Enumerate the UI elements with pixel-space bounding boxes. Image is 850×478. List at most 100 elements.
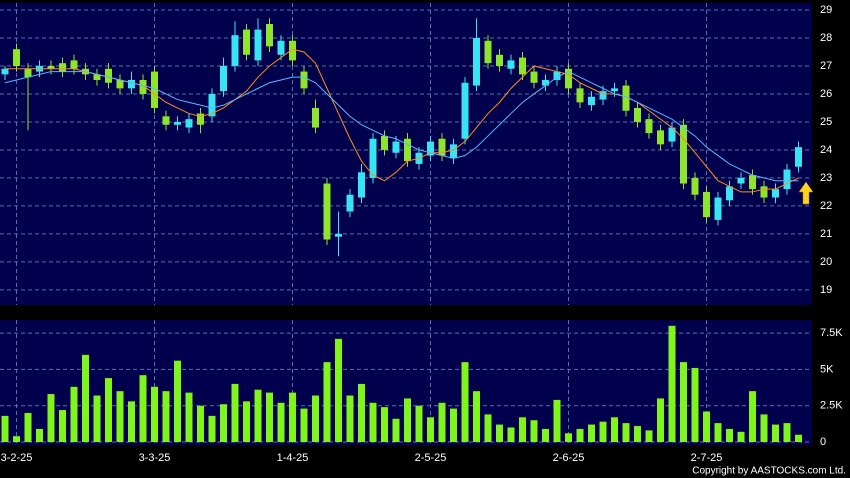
- candle-body: [369, 138, 377, 178]
- volume-bar: [611, 417, 618, 442]
- volume-bar: [116, 391, 124, 442]
- candle-body: [714, 197, 722, 220]
- candle-body: [737, 177, 745, 184]
- volume-bar: [576, 428, 584, 442]
- signal-arrow: [798, 181, 814, 205]
- candle-body: [507, 60, 515, 69]
- x-tick-label: 1-4-25: [277, 452, 309, 464]
- volume-bar: [59, 410, 66, 442]
- volume-bar: [542, 428, 549, 442]
- volume-bar: [231, 383, 239, 442]
- volume-bar: [139, 375, 147, 442]
- y-tick-label: 21: [820, 228, 832, 240]
- candle-body: [93, 74, 101, 80]
- candle-body: [749, 175, 756, 190]
- volume-bar: [519, 417, 526, 442]
- candle-body: [404, 138, 411, 162]
- candle-body: [59, 63, 66, 72]
- y-tick-label: 28: [820, 32, 832, 44]
- volume-bar: [208, 415, 216, 442]
- candle-body: [634, 107, 641, 122]
- candle-body: [197, 113, 204, 125]
- y-tick-label: 26: [820, 88, 832, 100]
- volume-bar: [1, 415, 9, 442]
- candle-body: [622, 85, 630, 111]
- candle-body: [691, 177, 699, 195]
- moving-average-line: [4, 71, 799, 182]
- volume-bar: [47, 394, 55, 442]
- y-tick-label: 23: [820, 172, 832, 184]
- candle-body: [151, 71, 158, 108]
- volume-bar: [645, 430, 653, 442]
- candle-body: [576, 88, 584, 103]
- volume-bar: [105, 378, 112, 442]
- volume-bar: [737, 431, 745, 442]
- candle-body: [496, 54, 503, 66]
- candle-body: [392, 141, 400, 153]
- volume-bar: [404, 398, 411, 442]
- volume-bar: [450, 408, 457, 442]
- candle-body: [795, 147, 802, 167]
- y-tick-label: 7.5K: [820, 327, 843, 339]
- x-tick-label: 2-6-25: [553, 452, 585, 464]
- volume-bar: [197, 405, 204, 442]
- volume-bar: [484, 414, 492, 442]
- volume-bar: [346, 395, 354, 442]
- candle-body: [438, 138, 446, 156]
- candle-body: [139, 79, 147, 94]
- volume-bar: [691, 367, 699, 442]
- volume-bar: [162, 391, 170, 442]
- y-tick-label: 29: [820, 4, 832, 16]
- volume-bar: [795, 434, 802, 442]
- volume-bar: [714, 423, 722, 442]
- volume-bar: [553, 399, 561, 442]
- candle-body: [243, 29, 250, 55]
- candle-body: [645, 119, 653, 134]
- volume-bar: [496, 424, 503, 442]
- volume-bar: [703, 411, 710, 442]
- candle-body: [312, 107, 319, 128]
- candle-body: [450, 144, 457, 159]
- x-tick-label: 3-3-25: [139, 452, 171, 464]
- volume-bar: [588, 424, 595, 442]
- volume-bar: [415, 405, 423, 442]
- candle-body: [70, 60, 78, 69]
- volume-bar: [680, 362, 687, 442]
- candle-body: [358, 172, 365, 198]
- volume-bar: [461, 362, 469, 442]
- candle-body: [760, 186, 768, 198]
- volume-bar: [599, 421, 607, 442]
- volume-bar: [657, 398, 664, 442]
- volume-bar: [128, 401, 135, 442]
- volume-bar: [369, 402, 377, 442]
- candle-body: [323, 183, 331, 240]
- volume-bar: [473, 391, 480, 442]
- volume-bar: [634, 426, 641, 442]
- candle-body: [611, 88, 618, 92]
- volume-bar: [565, 433, 572, 442]
- volume-bar: [530, 420, 538, 442]
- volume-bar: [36, 428, 43, 442]
- y-tick-label: 24: [820, 144, 832, 156]
- volume-bar: [622, 423, 630, 442]
- candle-body: [381, 135, 388, 150]
- candle-body: [116, 79, 124, 89]
- x-tick-label: 2-7-25: [691, 452, 723, 464]
- volume-bar: [289, 392, 296, 442]
- candle-body: [24, 68, 32, 78]
- volume-bar: [70, 386, 78, 442]
- y-tick-label: 25: [820, 116, 832, 128]
- volume-bar: [358, 383, 365, 442]
- candle-body: [772, 189, 779, 198]
- candle-body: [185, 119, 193, 128]
- candle-body: [484, 40, 492, 64]
- candle-body: [289, 40, 296, 61]
- candle-body: [162, 116, 170, 125]
- candle-body: [266, 23, 273, 47]
- volume-bar: [220, 404, 227, 442]
- candle-body: [542, 79, 549, 86]
- volume-bar: [254, 389, 262, 442]
- candle-body: [128, 79, 135, 89]
- candle-body: [703, 191, 710, 218]
- volume-bar: [507, 427, 515, 442]
